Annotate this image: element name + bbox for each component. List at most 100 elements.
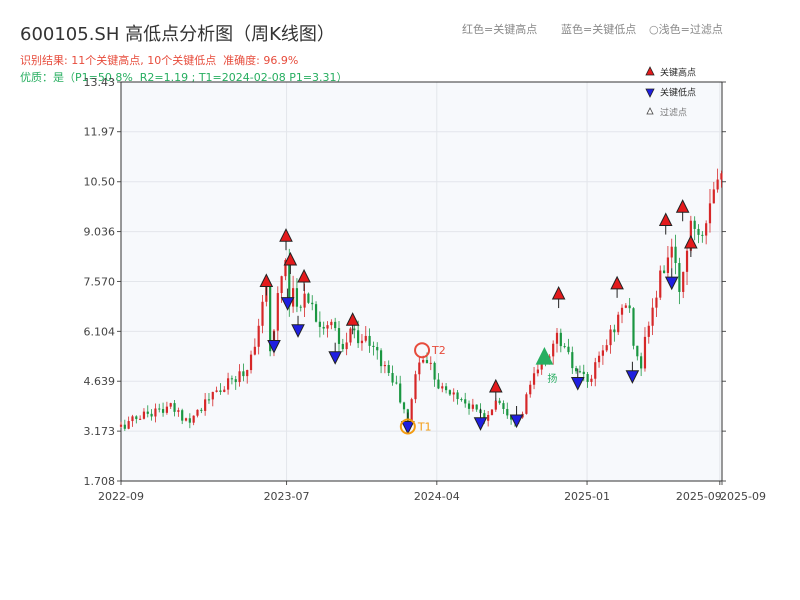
y-tick-label: 7.570 <box>84 275 116 288</box>
annotation-t2-label: T2 <box>431 344 446 357</box>
candle-body <box>720 173 723 180</box>
candle-body <box>311 302 314 305</box>
y-tick-label: 4.639 <box>84 375 116 388</box>
candle-body <box>425 359 429 364</box>
candle-body <box>204 399 207 411</box>
key-low-marker <box>509 414 524 429</box>
candle-body <box>154 408 157 417</box>
candle-body <box>318 321 321 327</box>
candle-body <box>628 305 631 309</box>
legend-low-symbol <box>645 88 655 98</box>
x-tick-label: 2023-07 <box>264 490 310 503</box>
candle-body <box>475 404 478 410</box>
buy-marker <box>535 347 554 365</box>
candle-body <box>353 328 356 331</box>
key-low-marker <box>625 370 640 384</box>
candle-body <box>632 308 635 346</box>
y-tick-label: 1.708 <box>84 475 116 488</box>
candle-body <box>142 411 146 419</box>
key-high-marker <box>610 275 624 290</box>
key-high-marker <box>279 228 293 242</box>
candle-body <box>341 343 344 350</box>
legend-high-symbol <box>645 66 655 76</box>
key-high-marker <box>259 273 274 287</box>
x-tick-label: 2024-04 <box>414 490 460 503</box>
candle-body <box>693 220 696 229</box>
candle-body <box>510 415 513 420</box>
candle-body <box>620 307 624 315</box>
candle-body <box>234 379 237 383</box>
candle-body <box>226 378 230 390</box>
key-low-marker <box>328 351 342 365</box>
key-low-marker <box>280 297 295 311</box>
candle-body <box>586 374 589 382</box>
candle-body <box>249 354 253 371</box>
candle-body <box>299 306 302 308</box>
candle-body <box>563 346 566 348</box>
candle-body <box>682 271 685 292</box>
candle-body <box>303 293 306 308</box>
key-high-marker <box>658 212 673 227</box>
candle-body <box>643 336 647 369</box>
candle-body <box>345 342 348 350</box>
key-high-marker <box>488 378 503 393</box>
candle-body <box>609 329 612 346</box>
candle-body <box>552 343 555 357</box>
candle-body <box>502 403 505 409</box>
candle-body <box>601 350 604 356</box>
candle-body <box>322 326 325 329</box>
candle-body <box>246 370 249 377</box>
candle-body <box>379 350 383 367</box>
candle-body <box>617 314 620 333</box>
key-low-marker <box>473 417 488 431</box>
candle-body <box>230 378 234 380</box>
y-tick-label: 3.173 <box>84 425 116 438</box>
candle-body <box>280 276 283 294</box>
candle-body <box>334 321 337 329</box>
candle-body <box>674 246 677 264</box>
candle-body <box>223 389 226 392</box>
key-high-marker <box>297 268 311 283</box>
candle-body <box>666 257 670 273</box>
buy-marker-label: 扬 <box>547 372 557 385</box>
candle-body <box>158 408 161 410</box>
candle-body <box>605 345 608 351</box>
candle-body <box>716 179 719 190</box>
candle-body <box>467 403 471 409</box>
candle-body <box>567 346 570 353</box>
candle-body <box>326 325 329 329</box>
y-tick-label: 6.104 <box>84 325 116 338</box>
candle-body <box>314 304 318 322</box>
candle-body <box>471 404 474 409</box>
candle-body <box>192 415 195 423</box>
x-tick-label: 2022-09 <box>98 490 144 503</box>
candle-body <box>207 399 211 401</box>
candle-body <box>636 345 639 357</box>
candle-body <box>448 390 452 395</box>
candle-body <box>433 362 436 380</box>
candle-body <box>284 260 287 277</box>
annotation-t1-ring <box>399 418 416 435</box>
candle-body <box>662 270 666 273</box>
key-high-marker <box>684 234 698 249</box>
candle-body <box>701 234 704 236</box>
candle-body <box>571 352 574 369</box>
candle-body <box>276 293 279 331</box>
candle-body <box>402 402 406 410</box>
candle-body <box>173 403 176 412</box>
candle-body <box>441 386 444 389</box>
candle-body <box>559 332 562 347</box>
quality-text: 优质：是（P1=50.8% R2=1.19 ; T1=2024-02-08 P1… <box>20 71 348 84</box>
candle-body <box>624 305 627 308</box>
candle-body <box>238 371 241 383</box>
candle-body <box>119 424 123 427</box>
legend-light-desc: ○浅色=过滤点 <box>649 23 723 36</box>
legend-label-high: 关键高点 <box>660 67 696 79</box>
candle-body <box>651 307 654 326</box>
candle-body <box>288 260 291 307</box>
candle-body <box>395 382 398 384</box>
candle-body <box>487 414 490 421</box>
candle-body <box>391 372 394 383</box>
candle-body <box>295 288 299 307</box>
